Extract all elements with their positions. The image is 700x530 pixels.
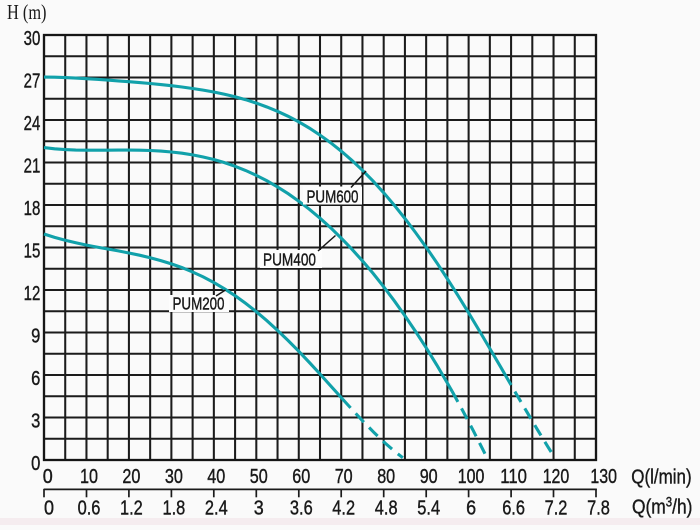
svg-text:40: 40 bbox=[207, 465, 225, 488]
svg-text:90: 90 bbox=[420, 465, 438, 488]
svg-text:2.4: 2.4 bbox=[205, 497, 228, 520]
svg-text:21: 21 bbox=[24, 154, 41, 177]
svg-text:5.4: 5.4 bbox=[417, 497, 440, 520]
svg-text:1.2: 1.2 bbox=[120, 497, 143, 520]
svg-text:130: 130 bbox=[590, 465, 617, 488]
svg-text:PUM200: PUM200 bbox=[173, 294, 225, 314]
svg-text:3: 3 bbox=[254, 497, 264, 520]
svg-text:24: 24 bbox=[24, 112, 41, 135]
svg-text:PUM400: PUM400 bbox=[263, 250, 316, 270]
svg-text:H (m): H (m) bbox=[7, 0, 47, 24]
svg-text:110: 110 bbox=[500, 465, 527, 488]
svg-text:0: 0 bbox=[43, 465, 53, 488]
svg-text:18: 18 bbox=[24, 197, 41, 220]
svg-text:6: 6 bbox=[466, 497, 476, 520]
svg-text:70: 70 bbox=[335, 465, 353, 488]
svg-text:0.6: 0.6 bbox=[78, 497, 101, 520]
svg-text:100: 100 bbox=[458, 465, 485, 488]
svg-text:4.8: 4.8 bbox=[375, 497, 398, 520]
svg-text:15: 15 bbox=[24, 239, 41, 262]
svg-text:30: 30 bbox=[24, 27, 41, 50]
svg-text:80: 80 bbox=[377, 465, 395, 488]
svg-text:3: 3 bbox=[31, 409, 40, 432]
svg-text:120: 120 bbox=[543, 465, 570, 488]
svg-text:0: 0 bbox=[44, 497, 54, 520]
svg-text:10: 10 bbox=[80, 465, 98, 488]
svg-text:6: 6 bbox=[31, 367, 40, 390]
svg-text:Q(l/min): Q(l/min) bbox=[631, 465, 691, 488]
svg-text:60: 60 bbox=[292, 465, 310, 488]
svg-text:4.2: 4.2 bbox=[332, 497, 355, 520]
svg-text:1.8: 1.8 bbox=[163, 497, 186, 520]
svg-text:3.6: 3.6 bbox=[290, 497, 313, 520]
svg-text:30: 30 bbox=[165, 465, 183, 488]
svg-text:7.8: 7.8 bbox=[587, 497, 610, 520]
svg-text:7.2: 7.2 bbox=[545, 497, 568, 520]
svg-text:6.6: 6.6 bbox=[502, 497, 525, 520]
svg-text:PUM600: PUM600 bbox=[307, 187, 359, 207]
svg-text:50: 50 bbox=[250, 465, 268, 488]
svg-text:20: 20 bbox=[122, 465, 140, 488]
svg-text:0: 0 bbox=[31, 452, 40, 475]
svg-text:9: 9 bbox=[31, 324, 40, 347]
svg-text:12: 12 bbox=[24, 282, 41, 305]
svg-text:27: 27 bbox=[24, 69, 41, 92]
svg-text:Q(m3/h): Q(m3/h) bbox=[632, 495, 692, 519]
